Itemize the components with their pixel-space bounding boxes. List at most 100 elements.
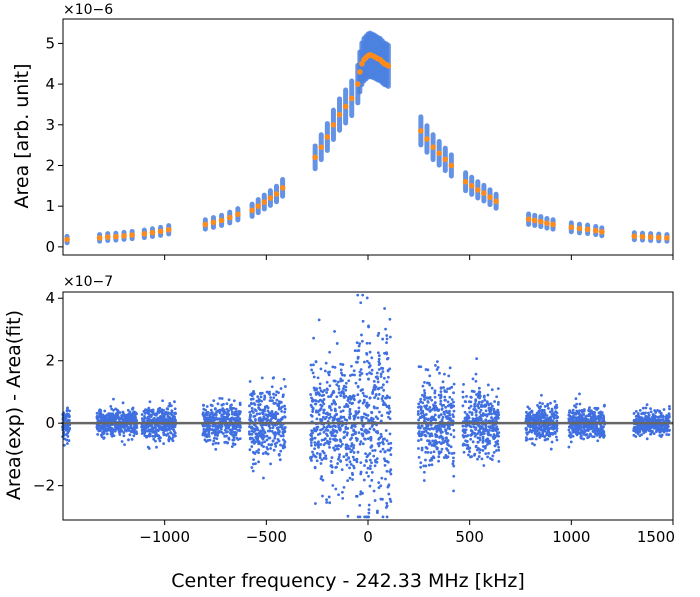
residual-point (212, 428, 215, 432)
residual-point (250, 445, 254, 448)
residual-point (315, 451, 319, 455)
residual-point (449, 402, 453, 406)
residual-point (569, 435, 572, 439)
residual-point (216, 431, 219, 435)
residual-point (419, 465, 423, 469)
residual-point (171, 433, 175, 437)
residual-point (320, 399, 324, 403)
data-point (64, 236, 70, 243)
residual-point (314, 360, 318, 364)
residual-point (465, 395, 468, 398)
residual-point (567, 413, 571, 417)
residual-point (234, 433, 238, 437)
residual-point (555, 416, 559, 420)
residual-point (342, 486, 346, 489)
residual-point (486, 455, 490, 459)
residual-point (352, 369, 356, 373)
residual-point (172, 429, 176, 433)
residual-point (112, 408, 115, 412)
data-point (261, 199, 268, 205)
residual-point (656, 409, 659, 412)
residual-point (329, 459, 333, 463)
residual-point (637, 430, 641, 434)
residual-point (596, 427, 600, 431)
residual-point (330, 471, 334, 475)
residual-point (281, 431, 285, 435)
residual-point (497, 434, 501, 438)
residual-point (320, 458, 324, 462)
data-point (592, 227, 599, 234)
residual-point (469, 400, 473, 404)
residual-point (368, 467, 372, 471)
residual-point (490, 412, 493, 416)
residual-point (162, 433, 166, 437)
residual-point (252, 411, 255, 414)
residual-point (549, 401, 552, 405)
data-point (226, 214, 233, 221)
residual-point (366, 453, 370, 457)
residual-point (312, 386, 316, 390)
residual-point (420, 448, 424, 452)
residual-point (477, 455, 481, 458)
residual-point (486, 383, 490, 387)
residual-point (388, 410, 392, 414)
residual-point (236, 415, 240, 419)
y-tick-label: 1 (45, 197, 55, 215)
residual-point (382, 401, 386, 405)
residual-point (257, 451, 260, 454)
residual-point (368, 458, 372, 462)
data-point (584, 226, 591, 233)
residual-point (467, 415, 471, 419)
residual-point (201, 411, 205, 415)
residual-point (474, 413, 478, 417)
data-point (442, 156, 449, 163)
residual-point (496, 387, 500, 391)
residual-point (539, 405, 543, 408)
residual-point (426, 368, 430, 372)
residual-point (220, 397, 224, 400)
residual-point (322, 430, 326, 434)
residual-point (471, 377, 475, 381)
residual-point (362, 400, 366, 404)
residual-point (373, 499, 377, 502)
residual-point (329, 408, 333, 412)
residual-point (330, 456, 334, 459)
residual-point (433, 401, 437, 405)
x-axis-label: Center frequency - 242.33 MHz [kHz] (171, 570, 525, 592)
residual-point (446, 400, 450, 404)
residual-point (374, 385, 378, 389)
residual-point (525, 438, 529, 441)
residual-point (96, 418, 100, 422)
residual-point (207, 434, 211, 438)
residual-point (263, 440, 267, 444)
residual-point (652, 414, 656, 418)
residual-point (386, 369, 390, 373)
residual-point (253, 429, 257, 432)
residual-point (313, 436, 317, 440)
residual-point (330, 402, 334, 406)
residual-point (353, 349, 357, 353)
residual-point (471, 432, 474, 436)
residual-point (352, 451, 356, 454)
residual-point (525, 410, 528, 414)
residual-point (111, 432, 114, 436)
residual-point (497, 459, 501, 463)
residual-point (346, 444, 350, 448)
residual-point (347, 379, 351, 383)
residual-point (272, 376, 276, 380)
residual-point (649, 407, 652, 411)
residual-point (350, 364, 353, 368)
residual-point (121, 401, 125, 405)
residual-point (120, 440, 124, 443)
residual-point (490, 458, 494, 462)
residual-point (377, 481, 381, 485)
residual-point (552, 416, 556, 420)
residual-point (168, 402, 172, 405)
residual-point (487, 412, 491, 416)
residual-point (322, 393, 326, 397)
residual-point (330, 464, 333, 467)
residual-point (147, 406, 151, 410)
residual-point (258, 408, 262, 412)
data-point (487, 194, 493, 201)
residual-point (538, 401, 542, 405)
